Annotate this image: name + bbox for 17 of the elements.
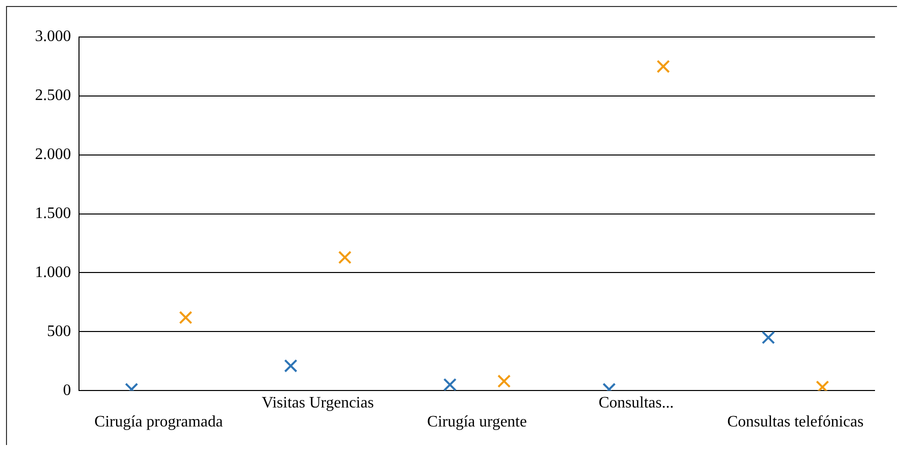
point [179, 310, 192, 324]
x-tick-label: Cirugía urgente [427, 414, 527, 431]
y-tick-label: 0 [63, 382, 71, 399]
point [338, 250, 352, 264]
point [656, 60, 670, 74]
x-tick-label: Consultas telefónicas [727, 414, 864, 431]
y-tick-label: 500 [47, 322, 71, 340]
x-tick-label: Cirugía programada [94, 414, 223, 431]
x-tick-label: Consultas... [598, 394, 674, 412]
point [816, 380, 830, 391]
y-tick-label: 2.000 [35, 146, 71, 164]
y-tick-label: 1.500 [35, 205, 71, 222]
y-tick-label: 2.500 [35, 87, 71, 104]
y-tick-label: 3.000 [35, 28, 71, 46]
x-tick-label: Visitas Urgencias [262, 394, 374, 412]
y-tick-label: 1.000 [35, 264, 71, 281]
point [497, 374, 511, 388]
